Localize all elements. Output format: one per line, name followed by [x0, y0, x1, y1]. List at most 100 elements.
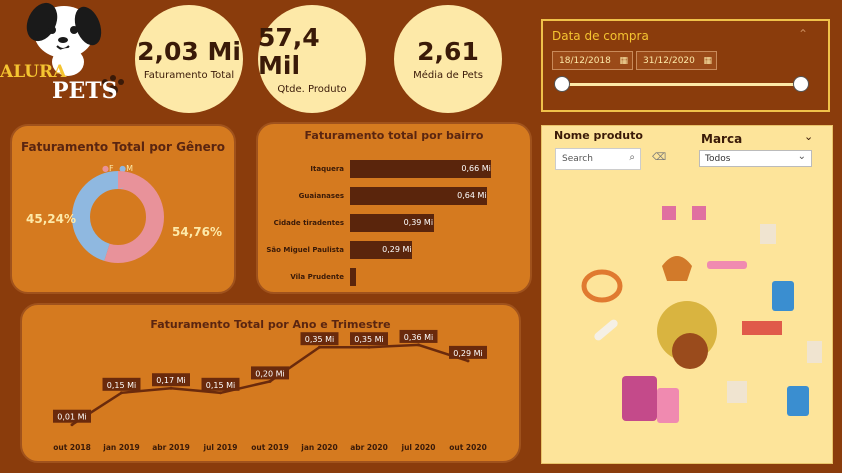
trend-point[interactable]: [268, 379, 272, 383]
marca-selected: Todos: [705, 154, 731, 164]
food-can-icon: [727, 381, 747, 403]
kpi-value: 2,03 Mi: [137, 36, 241, 66]
trend-label-bg: [449, 345, 487, 359]
trend-x-tick: abr 2019: [152, 443, 190, 452]
trend-label-bg: [251, 366, 289, 380]
trend-data-label: 0,35 Mi: [354, 335, 383, 344]
chevron-down-icon[interactable]: ⌄: [804, 130, 814, 143]
trend-label-bg: [53, 409, 91, 423]
dog-toy-icon: [662, 256, 692, 281]
brand-line1: ALURA: [0, 62, 67, 82]
food-bag-icon: [772, 281, 794, 311]
end-date-value: 31/12/2020: [643, 56, 695, 66]
product-brand-slicer-panel: Nome produto Search ⌕ ⌫ Marca ⌄ Todos ⌄: [541, 125, 833, 464]
kpi-label: Qtde. Produto: [277, 83, 347, 95]
trend-x-tick: out 2020: [449, 443, 487, 452]
legend-label-f: F: [108, 164, 114, 173]
trend-panel: Faturamento Total por Ano e Trimestre 0,…: [20, 303, 521, 463]
trend-data-label: 0,36 Mi: [404, 333, 433, 342]
kpi-value: 57,4 Mil: [258, 22, 320, 80]
calendar-icon[interactable]: ▦: [703, 56, 712, 66]
trend-point[interactable]: [169, 386, 173, 390]
trend-x-tick: out 2019: [251, 443, 289, 452]
trend-x-tick: jan 2020: [300, 443, 337, 452]
kpi-value: 2,61: [417, 36, 479, 66]
gender-panel: Faturamento Total por Gênero ●F ●M 45,24…: [10, 124, 236, 294]
bar-itaquera[interactable]: [350, 160, 492, 178]
trend-data-label: 0,35 Mi: [305, 335, 334, 344]
trend-point[interactable]: [417, 343, 420, 347]
food-bag-icon: [787, 386, 809, 416]
legend-dot-f: ●: [102, 164, 109, 173]
trend-point[interactable]: [367, 345, 371, 349]
bar-category-label: São Miguel Paulista: [266, 246, 344, 254]
trend-data-label: 0,15 Mi: [206, 381, 235, 390]
brand-line2: PETS: [52, 78, 118, 104]
bairro-title: Faturamento total por bairro: [304, 129, 484, 142]
bar-category-label: Guaianases: [298, 192, 344, 200]
kpi-label: Média de Pets: [413, 69, 483, 81]
trend-label-bg: [350, 332, 388, 346]
trend-label-bg: [152, 373, 190, 387]
date-slider-track[interactable]: [561, 83, 801, 86]
bar-cidade-tiradentes[interactable]: [350, 214, 434, 232]
alura-pets-logo: ALURA PETS: [0, 0, 130, 112]
bar-category-label: Cidade tiradentes: [273, 219, 344, 227]
trend-label-bg: [102, 377, 141, 391]
food-can-icon: [807, 341, 822, 363]
bone-icon: [594, 319, 618, 341]
calendar-icon[interactable]: ▦: [619, 56, 628, 66]
chevron-down-icon[interactable]: ⌄: [797, 151, 806, 162]
trend-point[interactable]: [466, 359, 470, 363]
bar-vila-prudente[interactable]: [350, 268, 357, 286]
trend-x-tick: jul 2020: [401, 443, 436, 452]
slider-end-handle[interactable]: [793, 76, 809, 92]
toy-rope-icon: [742, 321, 782, 335]
spiky-ball-icon: [672, 333, 708, 369]
trend-point[interactable]: [219, 391, 222, 395]
bar-data-label: 0,29 Mi: [382, 245, 412, 254]
bar-guaianases[interactable]: [350, 187, 488, 205]
trend-data-label: 0,17 Mi: [156, 376, 185, 385]
donut-slice-m[interactable]: [72, 171, 164, 263]
search-icon[interactable]: ⌕: [629, 152, 635, 163]
treat-bag-icon: [622, 376, 657, 421]
trend-x-tick: out 2018: [53, 443, 91, 452]
start-date-value: 18/12/2018: [559, 56, 611, 66]
trend-x-tick: jul 2019: [203, 443, 238, 452]
produto-label: Nome produto: [554, 129, 643, 142]
trend-data-label: 0,15 Mi: [107, 381, 136, 390]
marca-dropdown[interactable]: Todos ⌄: [699, 150, 812, 167]
bar-s-o-miguel-paulista[interactable]: [350, 241, 413, 259]
legend-dot-m: ●: [119, 164, 127, 173]
search-input[interactable]: Search ⌕: [555, 148, 641, 170]
pet-products-illustration: [581, 206, 822, 423]
leash-icon: [707, 261, 747, 269]
trend-label-bg: [300, 332, 339, 346]
pct-f-label: 54,76%: [172, 225, 222, 239]
gift-icon: [662, 206, 676, 220]
trend-point[interactable]: [70, 423, 74, 427]
start-date-input[interactable]: 18/12/2018 ▦: [552, 51, 633, 70]
gender-title: Faturamento Total por Gênero: [21, 140, 225, 154]
bar-category-label: Vila Prudente: [290, 273, 344, 281]
trend-point[interactable]: [120, 391, 123, 395]
trend-x-tick: abr 2020: [350, 443, 388, 452]
treat-bag-icon: [657, 388, 679, 423]
slider-start-handle[interactable]: [554, 76, 570, 92]
chevron-up-icon[interactable]: ⌃: [798, 27, 809, 41]
collar-icon: [581, 269, 623, 303]
pct-m-label: 45,24%: [26, 212, 76, 226]
kpi-faturamento-total: 2,03 Mi Faturamento Total: [135, 5, 243, 113]
end-date-input[interactable]: 31/12/2020 ▦: [636, 51, 717, 70]
eraser-icon[interactable]: ⌫: [652, 152, 667, 163]
date-range-slicer: Data de compra ⌃ 18/12/2018 ▦ 31/12/2020…: [541, 19, 830, 112]
trend-data-label: 0,29 Mi: [453, 349, 482, 358]
trend-line-chart: 0,01 Mi out 2018 0,15 Mi jan 2019 0,17 Mi abr…: [53, 329, 487, 452]
kpi-qtde-produto: 57,4 Mil Qtde. Produto: [258, 5, 366, 113]
dog-logo-icon: [26, 2, 124, 95]
bar-data-label: 0,66 Mi: [461, 164, 491, 173]
trend-point[interactable]: [318, 345, 321, 349]
bairro-bar-chart: Itaquera 0,66 Mi Guaianases 0,64 Mi Cidade t…: [258, 124, 530, 292]
gender-donut-chart: [72, 171, 164, 263]
